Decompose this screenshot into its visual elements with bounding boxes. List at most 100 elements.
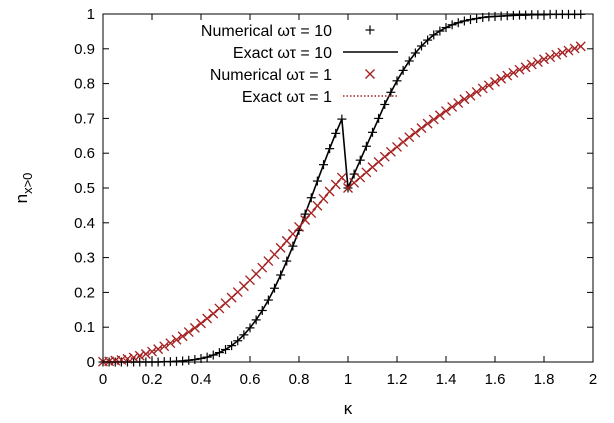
x-tick-label: 1.8 [534,371,555,388]
data-point [325,144,335,154]
legend-label: Numerical ωτ = 10 [201,23,332,40]
x-axis-label: κ [344,399,353,418]
data-point [398,137,409,148]
data-point [404,132,415,143]
legend-label: Numerical ωτ = 1 [210,67,332,84]
x-tick-label: 2 [589,371,597,388]
series-3 [102,45,581,363]
data-point [221,344,230,354]
data-point [177,331,188,342]
series-0 [98,9,586,367]
legend-entry-0: Numerical ωτ = 10 [201,23,375,40]
series-line-3 [102,45,581,363]
data-point [380,99,390,109]
data-point [227,341,237,351]
legend: Numerical ωτ = 10 Exact ωτ = 10 Numerical … [201,23,398,106]
data-point [171,334,182,345]
data-point [526,59,537,70]
y-tick-label: 0.7 [74,110,95,127]
y-tick-label: 0.8 [74,76,95,93]
y-tick-label: 0.5 [74,180,95,197]
data-point [551,49,562,60]
data-point [545,52,556,63]
data-point [214,348,224,358]
data-point [472,14,482,24]
data-point [202,352,212,362]
x-tick-label: 0.2 [142,371,163,388]
data-point [453,98,464,109]
data-point [496,73,507,84]
svg-text:nx>0: nx>0 [12,173,35,204]
data-point [502,70,513,81]
data-point [410,127,421,138]
data-point [178,356,188,366]
data-point [520,62,531,73]
data-point [202,313,213,324]
series-layer [98,9,586,367]
y-tick-label: 0.3 [74,250,95,267]
data-point [196,318,206,329]
data-point [404,56,414,66]
data-point [306,193,316,203]
x-tick-label: 1.2 [387,371,408,388]
data-point [465,90,476,101]
x-tick-label: 0.6 [240,371,261,388]
data-point [514,64,525,75]
legend-entry-1: Exact ωτ = 10 [233,45,398,62]
y-tick-label: 0.9 [74,41,95,58]
data-point [331,128,341,138]
data-point [337,114,347,124]
data-point [417,41,426,51]
y-tick-label: 1 [87,6,95,23]
legend-swatch [365,25,375,35]
data-point [466,15,475,25]
plot-frame [102,13,594,363]
legend-entry-2: Numerical ωτ = 1 [210,67,375,84]
data-point [441,106,451,117]
data-point [245,323,255,333]
data-point [208,350,218,360]
data-point [392,76,402,86]
y-tick-label: 0.6 [74,145,95,162]
data-point [318,193,329,204]
data-point [575,41,586,52]
data-point [477,83,488,94]
data-point [539,54,549,65]
data-point [447,20,457,30]
legend-label: Exact ωτ = 1 [242,89,332,106]
data-point [398,65,408,75]
data-point [453,18,463,28]
data-point [319,160,328,170]
data-point [490,76,500,87]
data-point [183,327,194,338]
data-point [282,256,292,266]
data-point [434,110,445,121]
data-point [128,352,139,363]
data-point [368,127,377,137]
x-tick-label: 0.8 [289,371,310,388]
data-point [288,241,298,251]
data-point [459,94,470,105]
data-point [336,172,347,183]
data-point [563,45,574,56]
data-point [239,330,249,340]
series-1 [103,13,581,363]
data-point [300,209,310,219]
series-line-1 [103,13,581,363]
x-tick-label: 0 [99,371,107,388]
data-point [447,101,458,112]
data-point [263,295,273,305]
data-point [532,57,543,67]
legend-swatch [365,69,375,79]
data-point [312,176,322,186]
data-point [276,270,286,280]
data-point [374,113,384,123]
tick-labels: 0 0.2 0.4 0.6 0.8 1 1.2 1.4 1.6 1.8 2 0 0.1 0.2 0.3 0.4… [74,6,597,388]
data-point [429,30,439,40]
data-point [189,322,200,333]
data-point [569,43,580,54]
data-point [422,118,433,129]
data-point [416,123,427,134]
data-point [184,355,194,365]
